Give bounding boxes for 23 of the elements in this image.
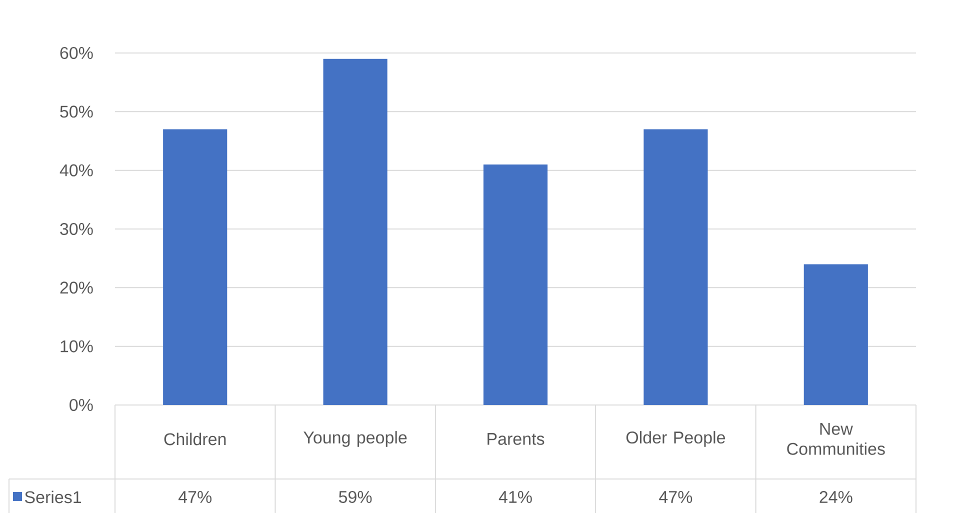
x-tick-label: New Communities xyxy=(787,423,885,455)
x-tick-label: Parents xyxy=(488,433,544,445)
data-label: 24% xyxy=(820,491,852,503)
data-label: 47% xyxy=(659,491,692,503)
bar xyxy=(483,164,548,405)
bar xyxy=(163,129,228,405)
data-label: 59% xyxy=(338,490,372,504)
x-tick-label: Older People xyxy=(626,431,726,447)
y-tick-label: 0% xyxy=(70,398,93,412)
y-tick-label: 40% xyxy=(60,164,93,176)
bar xyxy=(323,58,388,405)
x-tick-label: Young people xyxy=(304,431,407,447)
y-tick-label: 30% xyxy=(60,222,93,236)
y-tick-label: 20% xyxy=(60,282,93,294)
bar xyxy=(804,264,868,405)
bar xyxy=(644,129,708,405)
data-label: 47% xyxy=(178,491,212,503)
y-tick-label: 60% xyxy=(60,46,93,60)
y-tick-label: 50% xyxy=(60,106,93,118)
legend-label: Series1 xyxy=(24,490,82,504)
x-tick-label: Children xyxy=(164,432,226,446)
data-label: 41% xyxy=(498,491,532,503)
y-tick-label: 10% xyxy=(60,340,93,352)
